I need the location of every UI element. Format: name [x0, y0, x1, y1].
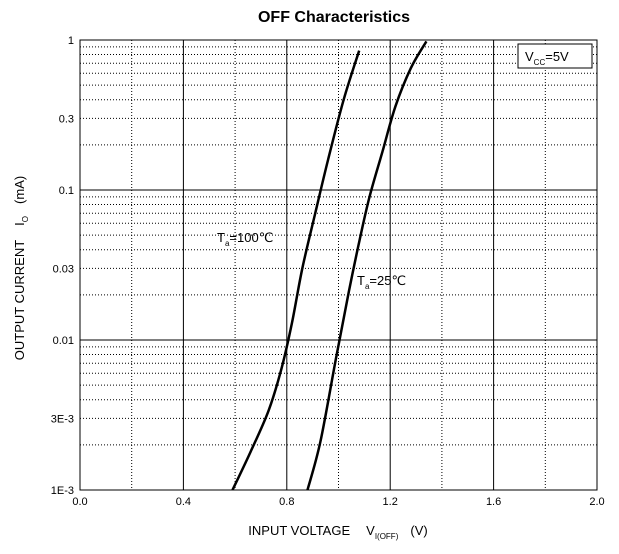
y-tick-label: 1E-3	[51, 485, 74, 497]
plot-frame	[79, 39, 598, 491]
chart-title: OFF Characteristics	[258, 9, 410, 26]
x-axis-title: INPUT VOLTAGE VI(OFF) (V)	[248, 523, 427, 541]
series-line	[231, 50, 361, 491]
y-tick-label: 0.3	[59, 113, 74, 125]
series-label: Ta=100℃	[217, 230, 273, 248]
y-axis-label: OUTPUT CURRENTIO(mA)	[12, 176, 30, 360]
y-tick-label: 3E-3	[51, 413, 74, 425]
y-tick-labels: 1 0.3 0.1 0.03 0.01 3E-3 1E-3	[51, 35, 74, 497]
series-line	[306, 40, 428, 491]
condition-box: VCC=5V	[517, 43, 593, 69]
series-label: Ta=25℃	[357, 273, 406, 291]
y-tick-label: 1	[68, 35, 74, 47]
x-axis-label: INPUT VOLTAGE VI(OFF) (V)	[248, 523, 427, 541]
x-tick-label: 1.6	[486, 496, 501, 508]
x-tick-label: 0.4	[176, 496, 191, 508]
x-tick-label: 2.0	[589, 496, 604, 508]
series-labels: Ta=100℃ Ta=25℃	[217, 230, 406, 291]
y-tick-label: 0.03	[53, 263, 74, 275]
minor-gridlines	[80, 40, 597, 490]
series-layer	[231, 40, 428, 491]
y-axis-title: OUTPUT CURRENTIO(mA)	[12, 176, 30, 360]
x-tick-label: 0.0	[72, 496, 87, 508]
condition-box-frame	[517, 43, 593, 69]
condition-label: VCC=5V	[525, 49, 569, 67]
x-tick-label: 1.2	[383, 496, 398, 508]
x-tick-labels: 0.0 0.4 0.8 1.2 1.6 2.0	[72, 496, 604, 508]
x-tick-label: 0.8	[279, 496, 294, 508]
y-tick-label: 0.1	[59, 185, 74, 197]
y-tick-label: 0.01	[53, 335, 74, 347]
